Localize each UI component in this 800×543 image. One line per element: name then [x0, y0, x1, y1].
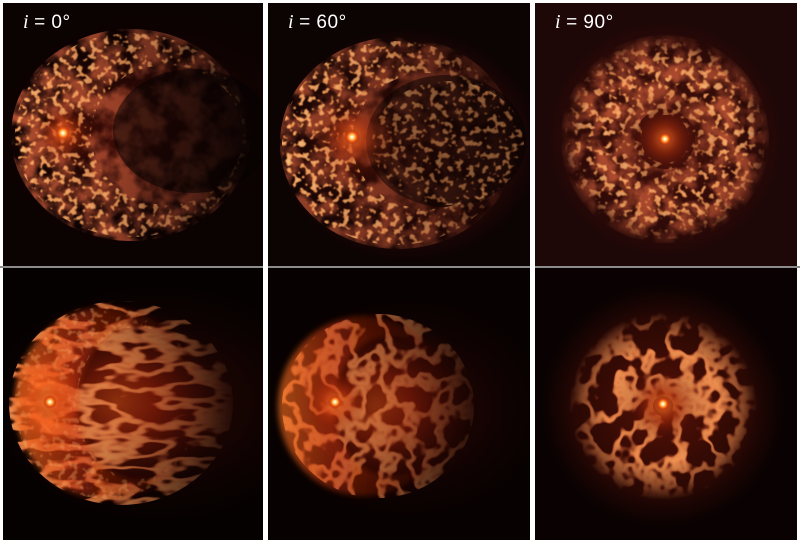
nebula-render-clumpy-i60 [268, 3, 530, 266]
inclination-label: i = 60° [288, 11, 347, 34]
central-star [635, 109, 695, 169]
central-star [305, 372, 365, 432]
inclination-value: = 0° [34, 12, 71, 33]
central-star [31, 100, 99, 168]
inclination-symbol: i [288, 11, 295, 33]
central-star [306, 91, 402, 187]
inclination-symbol: i [555, 11, 562, 33]
column-divider [263, 0, 268, 543]
inclination-value: = 60° [299, 12, 347, 33]
inclination-label: i = 90° [555, 11, 614, 34]
column-divider [530, 0, 535, 543]
nebula-render-smooth-i0 [3, 268, 263, 540]
inclination-label: i = 0° [23, 11, 71, 34]
inclination-symbol: i [23, 11, 30, 33]
inclination-value: = 90° [566, 12, 614, 33]
panel-top-i90: i = 90° [535, 3, 797, 266]
panel-bottom-i0 [3, 268, 263, 540]
panel-top-i0: i = 0° [3, 3, 263, 266]
central-star [631, 373, 695, 437]
nebula-render-clumpy-i90 [535, 3, 797, 266]
nebula-render-smooth-i90 [535, 268, 797, 540]
panel-top-i60: i = 60° [268, 3, 530, 266]
nebula-render-smooth-i60 [268, 268, 530, 540]
nebula-render-clumpy-i0 [3, 3, 263, 266]
central-star [30, 382, 70, 422]
bow-shock-nebula [3, 283, 263, 523]
panel-bottom-i90 [535, 268, 797, 540]
row-divider [0, 266, 800, 268]
inclined-shell-nebula [268, 290, 530, 526]
panel-bottom-i60 [268, 268, 530, 540]
